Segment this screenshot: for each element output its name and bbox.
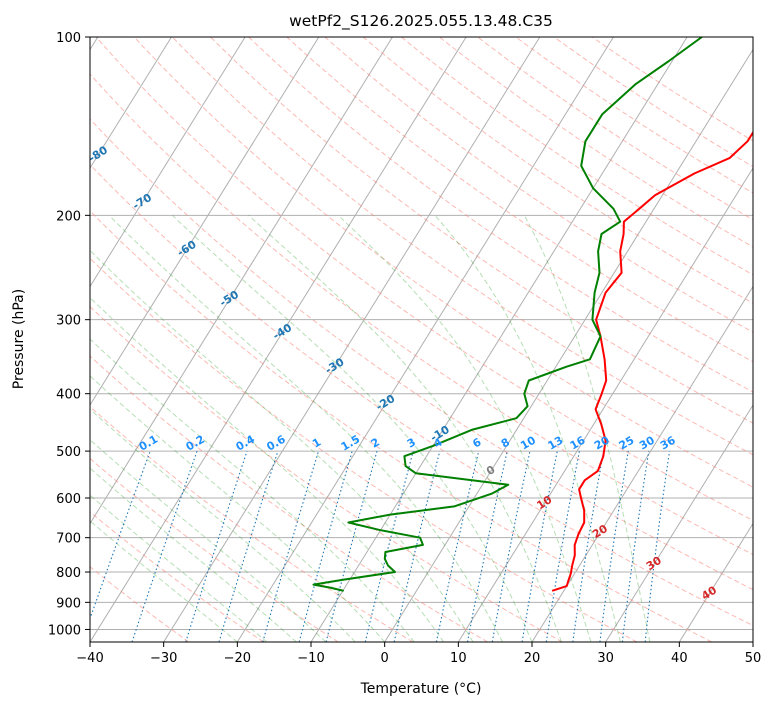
mixing-ratio-line <box>90 450 151 621</box>
dry-adiabat <box>90 210 712 642</box>
plot-frame <box>89 36 754 643</box>
skewed-isotherms <box>90 37 753 642</box>
x-tick-label: 0 <box>381 651 389 666</box>
moist-adiabat <box>90 338 415 642</box>
moist-adiabat <box>90 375 386 642</box>
moist-adiabats <box>90 214 651 642</box>
dry-adiabat <box>477 37 753 221</box>
isotherm-20 <box>531 285 753 642</box>
x-tick-label: −30 <box>150 651 177 666</box>
y-tick-label: 1000 <box>48 623 81 638</box>
mixing-ratio-line <box>621 451 650 642</box>
isotherm--40 <box>90 37 467 642</box>
mixing-ratio-line <box>298 450 353 642</box>
mixing-ratio-line <box>435 450 480 642</box>
mixing-ratio-line <box>131 450 198 642</box>
moist-adiabat <box>172 214 533 642</box>
isotherm--30 <box>163 37 541 642</box>
y-tick-label: 300 <box>56 314 81 329</box>
isotherm--50 <box>90 37 393 525</box>
x-tick-label: −40 <box>76 651 103 666</box>
isotherm--80 <box>90 37 172 169</box>
isotherm--60 <box>90 37 320 406</box>
dry-adiabat <box>90 163 753 627</box>
dry-adiabat <box>90 73 753 556</box>
dry-adiabat <box>324 37 753 333</box>
moist-adiabat <box>108 214 503 642</box>
y-tick-label: 800 <box>56 566 81 581</box>
x-tick-label: 50 <box>745 651 762 666</box>
dry-adiabat <box>172 37 753 456</box>
mixing-ratio-line <box>185 450 248 642</box>
y-tick-label: 200 <box>56 209 81 224</box>
mixing-ratio-line <box>218 450 279 642</box>
mixing-ratio-line <box>325 450 378 642</box>
y-axis-ticks: 100 200 300 400 500 600 700 800 900 1000 <box>48 31 90 638</box>
mixing-ratio-line <box>644 451 671 642</box>
dry-adiabat <box>362 37 753 304</box>
dry-adiabat <box>90 118 753 591</box>
x-tick-label: 40 <box>671 651 688 666</box>
dry-adiabat <box>95 37 753 521</box>
y-tick-label: 400 <box>56 388 81 403</box>
moist-adiabat <box>90 249 474 642</box>
mixing-ratio-line <box>466 450 508 642</box>
x-axis-ticks: −40 −30 −20 −10 0 10 20 30 40 50 <box>76 642 761 666</box>
x-axis-label: Temperature (°C) <box>360 681 482 697</box>
dry-adiabat <box>553 37 753 168</box>
temperature-line <box>551 130 753 592</box>
y-tick-label: 100 <box>56 31 81 46</box>
y-tick-label: 900 <box>56 596 81 611</box>
dewpoint-line <box>312 37 703 592</box>
isotherm--70 <box>90 37 246 288</box>
profile-series <box>312 37 753 592</box>
chart-title: wetPf2_S126.2025.055.13.48.C35 <box>289 12 553 31</box>
moist-adiabat <box>90 439 327 642</box>
dry-adiabats <box>90 37 753 642</box>
x-tick-label: 20 <box>524 651 541 666</box>
mixing-ratio-line <box>572 451 605 642</box>
mixing-ratio-line <box>599 451 629 642</box>
plot-area: -100-90-80-70-60-50-40-30-20-10010203040… <box>90 37 753 642</box>
x-tick-label: −10 <box>297 651 324 666</box>
mixing-ratio-line <box>521 450 558 642</box>
dry-adiabat <box>286 37 753 363</box>
mixing-ratio-line <box>393 450 441 642</box>
dry-adiabat <box>248 37 753 393</box>
y-tick-label: 500 <box>56 445 81 460</box>
isotherm--20 <box>236 37 614 642</box>
mixing-ratio-line <box>364 450 414 642</box>
moist-adiabat <box>90 296 445 642</box>
dry-adiabat <box>133 37 753 488</box>
x-tick-label: 30 <box>597 651 614 666</box>
dry-adiabat <box>439 37 753 248</box>
dry-adiabat <box>90 306 563 642</box>
dry-adiabat <box>591 37 753 142</box>
mixing-ratio-line <box>262 450 320 642</box>
mixing-ratio-line <box>545 450 580 642</box>
isotherm-0 <box>384 48 753 642</box>
y-axis-label: Pressure (hPa) <box>11 289 27 389</box>
isotherm-30 <box>605 404 753 642</box>
moist-adiabat <box>434 214 621 642</box>
y-tick-label: 600 <box>56 492 81 507</box>
mixing-ratio-lines <box>90 450 671 642</box>
isotherm-40 <box>678 522 753 642</box>
y-tick-label: 700 <box>56 532 81 547</box>
moist-adiabat <box>523 215 651 642</box>
dry-adiabat <box>90 257 638 642</box>
x-tick-label: −20 <box>224 651 251 666</box>
dry-adiabat <box>90 457 339 642</box>
x-tick-label: 10 <box>450 651 467 666</box>
dry-adiabat <box>210 37 753 424</box>
moist-adiabat <box>90 467 297 642</box>
moist-adiabat <box>248 214 562 642</box>
dry-adiabat <box>90 511 264 642</box>
mixing-ratio-line <box>491 450 531 642</box>
isotherm-10 <box>457 167 753 642</box>
